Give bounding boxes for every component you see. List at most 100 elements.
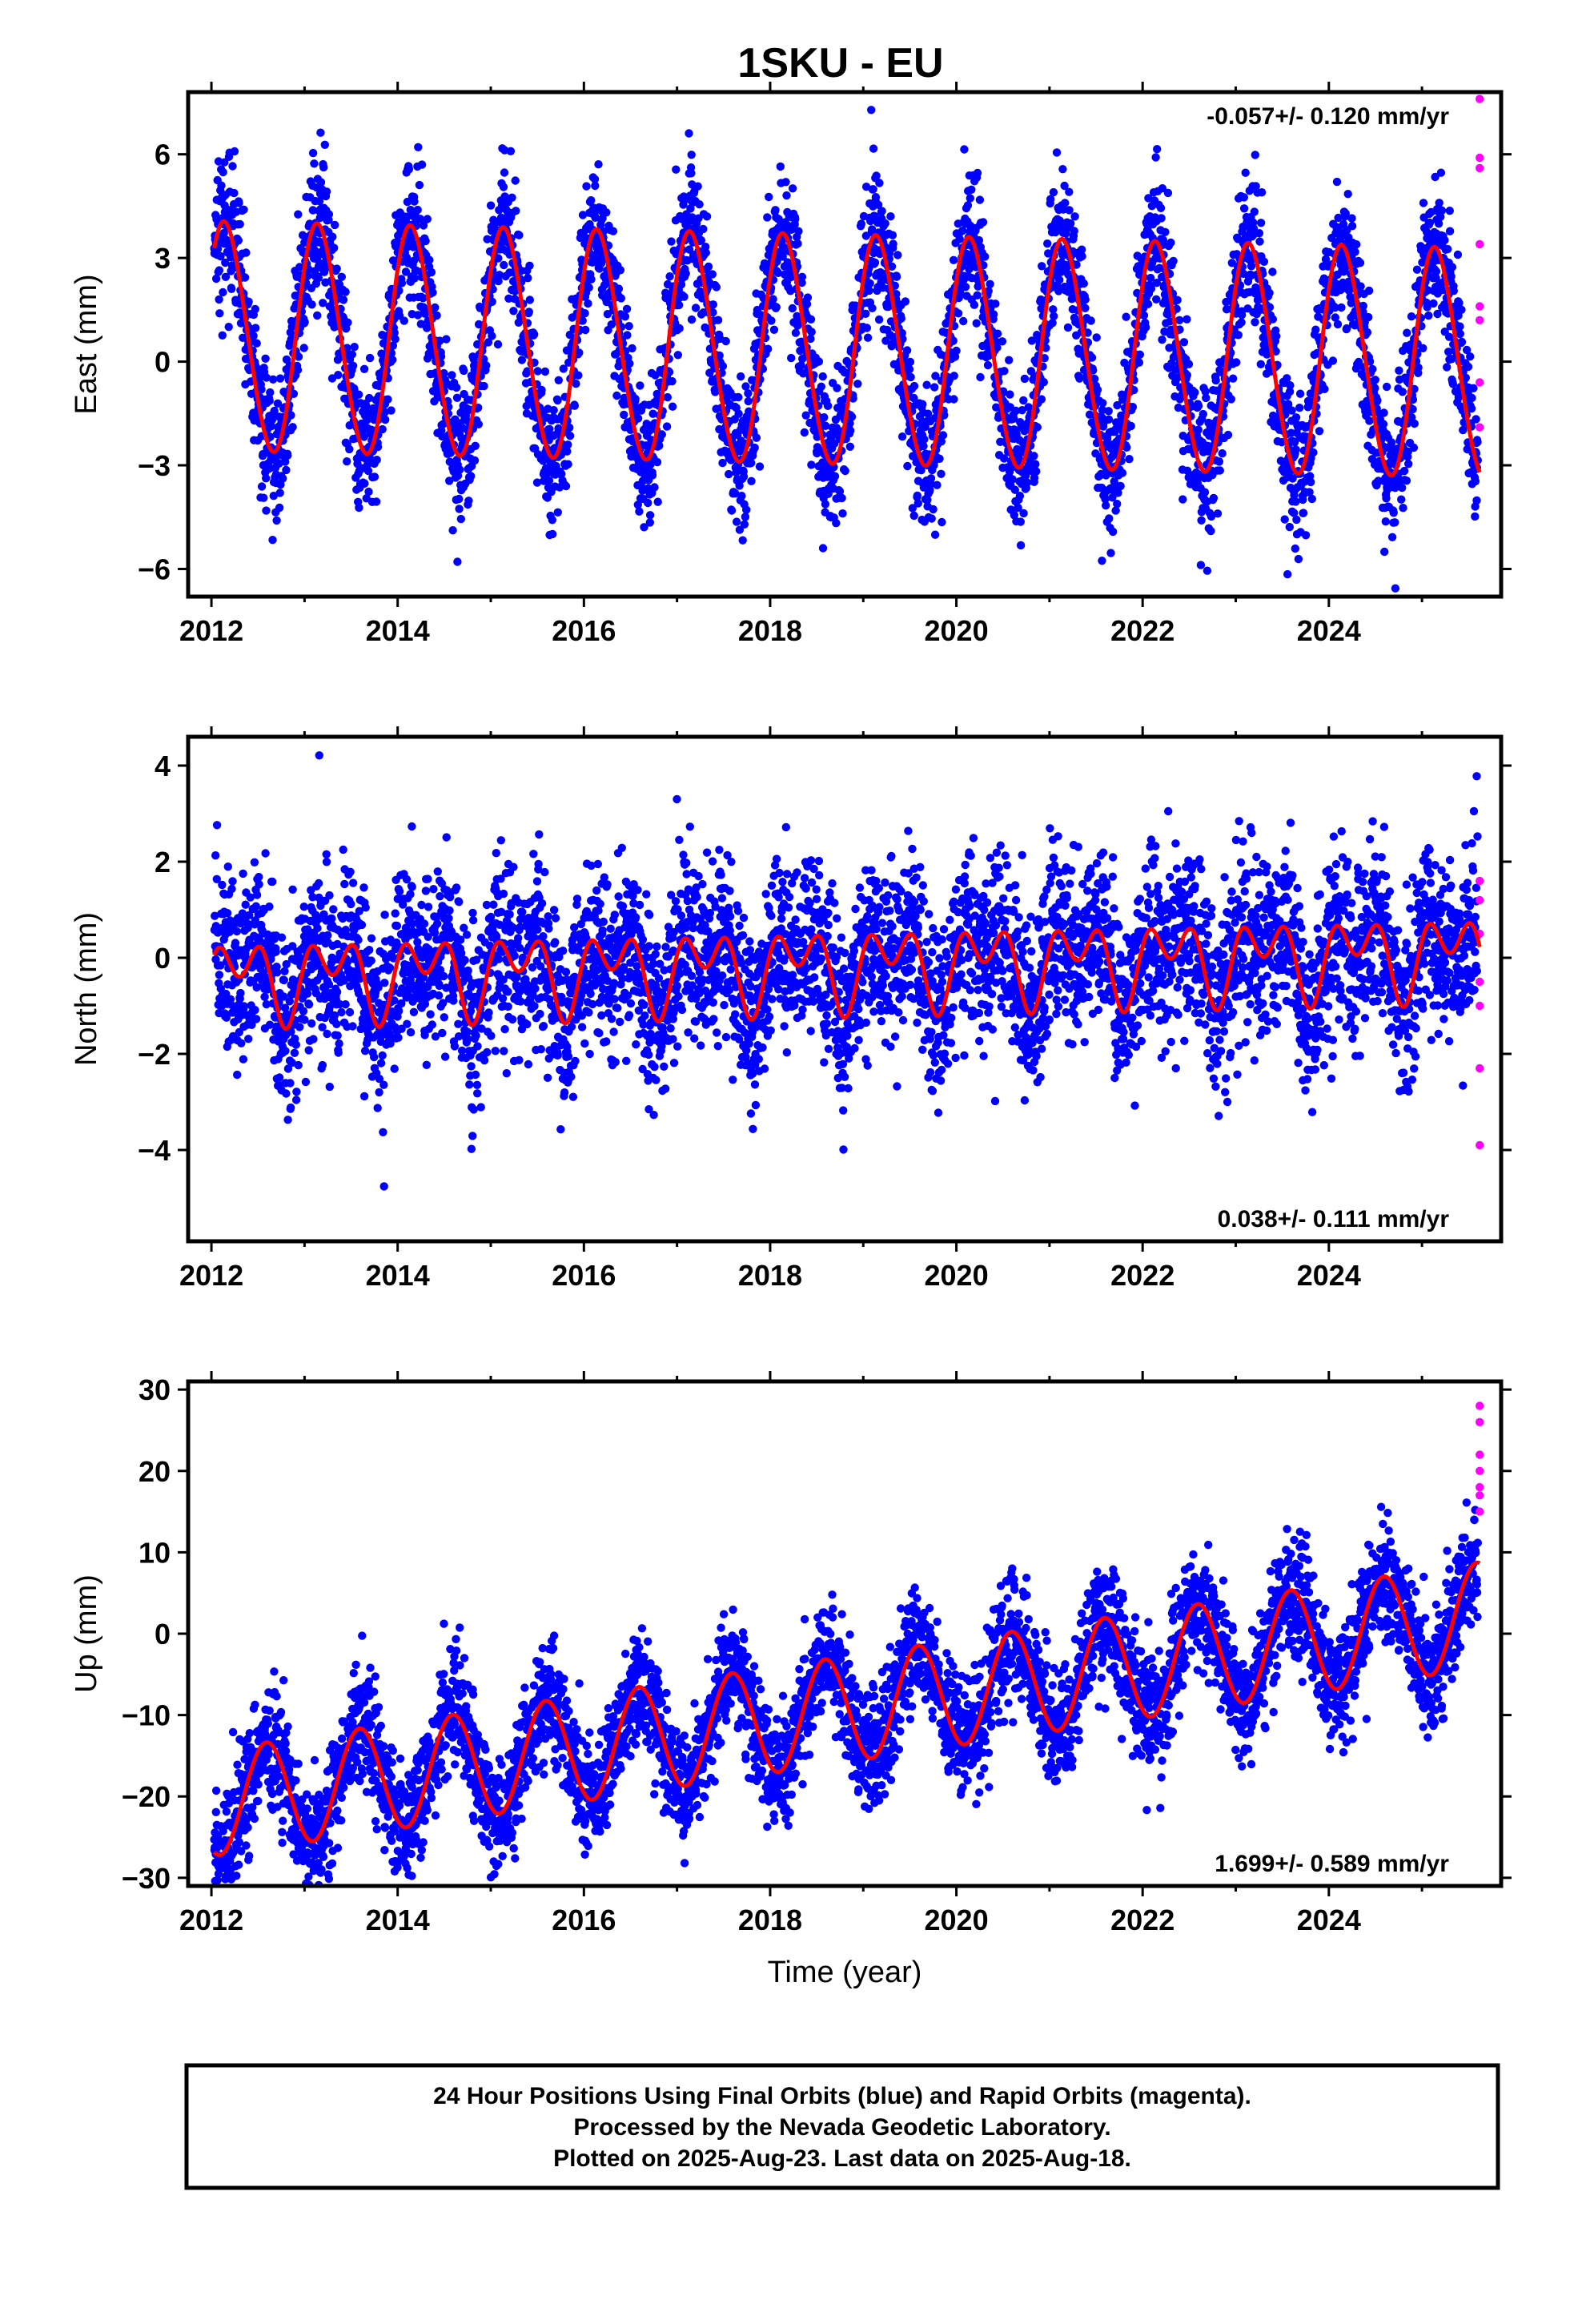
east-final-point — [863, 333, 873, 342]
east-final-point — [508, 193, 516, 202]
east-final-point — [1255, 229, 1264, 238]
east-final-point — [868, 304, 877, 312]
east-final-point — [412, 266, 421, 275]
east-final-point — [1000, 367, 1009, 376]
east-final-point — [584, 283, 593, 292]
east-final-point — [952, 346, 961, 356]
east-final-point — [1435, 199, 1443, 207]
east-final-point — [259, 493, 268, 502]
north-final-point — [218, 880, 227, 890]
east-final-point — [1469, 384, 1478, 392]
east-final-point — [372, 456, 381, 464]
east-final-point — [416, 215, 425, 223]
east-final-point — [267, 422, 276, 431]
east-final-point — [794, 227, 803, 235]
east-final-point — [1241, 168, 1250, 177]
east-final-point — [1227, 395, 1236, 404]
east-final-point — [470, 456, 480, 465]
east-final-point — [1070, 227, 1078, 235]
east-final-point — [906, 372, 915, 382]
east-final-point — [1408, 404, 1417, 414]
east-final-point — [428, 288, 437, 297]
east-final-point — [886, 212, 895, 221]
east-final-point — [417, 160, 427, 169]
east-final-point — [650, 483, 659, 492]
east-final-point — [1443, 363, 1452, 372]
east-final-point — [373, 442, 383, 452]
east-final-point — [537, 385, 546, 395]
east-final-point — [1347, 214, 1356, 223]
east-final-point — [922, 380, 931, 389]
east-final-point — [316, 128, 325, 137]
east-final-point — [220, 158, 229, 167]
east-final-point — [1061, 199, 1070, 207]
east-final-point — [675, 324, 684, 333]
east-final-point — [820, 413, 829, 422]
east-final-point — [557, 469, 566, 479]
east-final-point — [261, 354, 270, 363]
east-final-point — [739, 472, 749, 481]
east-final-point — [511, 176, 520, 185]
east-final-point — [575, 348, 584, 357]
east-rapid-point — [1476, 153, 1484, 163]
east-final-point — [482, 361, 491, 370]
east-final-point — [1447, 272, 1456, 281]
east-final-point — [830, 472, 840, 480]
east-final-point — [903, 461, 912, 471]
north-final-point — [232, 927, 242, 936]
east-final-point — [612, 391, 621, 400]
east-rate-label: -0.057+/- 0.120 mm/yr — [1207, 103, 1449, 130]
east-final-point — [1466, 352, 1475, 361]
east-final-point — [954, 309, 963, 318]
east-final-point — [949, 255, 958, 264]
east-final-point — [215, 295, 223, 304]
east-final-point — [1194, 401, 1203, 410]
east-final-point — [217, 181, 226, 190]
east-final-point — [685, 129, 693, 138]
east-y-tick-label: 6 — [155, 139, 171, 171]
east-final-point — [215, 266, 224, 275]
east-final-point — [270, 406, 279, 416]
east-final-point — [397, 279, 407, 287]
east-final-point — [480, 381, 488, 391]
east-final-point — [1196, 561, 1206, 569]
east-final-point — [1032, 467, 1041, 476]
east-final-point — [1283, 374, 1291, 383]
east-final-point — [963, 201, 973, 210]
east-final-point — [1448, 380, 1458, 388]
east-final-point — [1058, 165, 1067, 174]
east-final-point — [1328, 356, 1338, 365]
east-final-point — [1280, 515, 1289, 524]
east-final-point — [1163, 188, 1173, 198]
east-final-point — [1381, 517, 1391, 526]
east-final-point — [1092, 333, 1101, 342]
east-final-point — [1292, 515, 1301, 525]
east-final-point — [308, 206, 317, 215]
east-final-point — [1363, 328, 1372, 337]
east-final-point — [1391, 584, 1400, 593]
east-final-point — [448, 526, 457, 535]
east-final-point — [1008, 475, 1017, 484]
east-final-point — [234, 236, 243, 245]
east-final-point — [273, 399, 283, 408]
east-final-point — [548, 529, 557, 539]
east-final-point — [1445, 227, 1455, 235]
east-final-point — [1098, 399, 1107, 408]
east-final-point — [869, 144, 878, 153]
east-final-point — [488, 297, 496, 306]
east-final-point — [252, 339, 261, 348]
east-final-point — [653, 497, 662, 506]
east-final-point — [565, 432, 575, 440]
east-final-point — [772, 303, 781, 312]
east-final-point — [512, 207, 520, 215]
east-final-point — [1151, 153, 1160, 162]
east-final-point — [986, 279, 994, 288]
east-final-point — [791, 328, 801, 337]
north-final-point — [223, 909, 232, 918]
east-final-point — [814, 357, 824, 366]
east-final-point — [1283, 569, 1292, 579]
east-final-point — [1287, 406, 1296, 415]
east-final-point — [410, 197, 419, 206]
east-final-point — [1265, 288, 1274, 297]
east-final-point — [1102, 501, 1110, 510]
